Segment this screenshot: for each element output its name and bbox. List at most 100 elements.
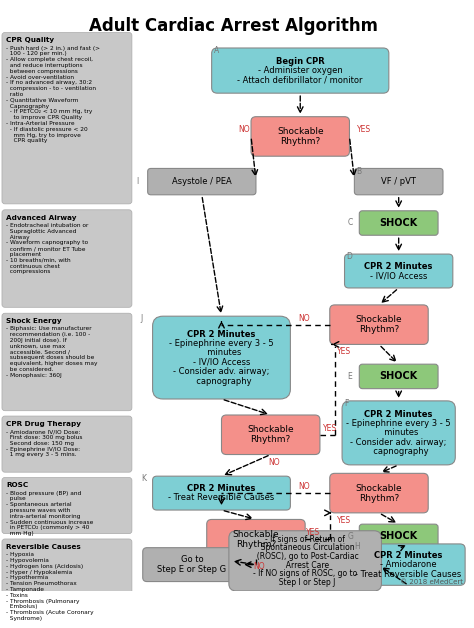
Text: Shock Energy: Shock Energy [6,318,62,324]
FancyBboxPatch shape [148,168,256,195]
Text: CPR Quality: CPR Quality [6,37,54,43]
FancyBboxPatch shape [143,548,241,582]
Text: (ROSC), go to Post-Cardiac: (ROSC), go to Post-Cardiac [252,552,358,561]
Text: Rhythm?: Rhythm? [359,325,399,334]
Text: YES: YES [337,516,351,525]
FancyBboxPatch shape [359,524,438,549]
Text: F: F [344,399,348,408]
Text: - If signs of Return of: - If signs of Return of [265,535,345,544]
Text: CPR Drug Therapy: CPR Drug Therapy [6,421,81,427]
Text: - Treat Reversible Causes: - Treat Reversible Causes [168,494,274,502]
Text: CPR 2 Minutes: CPR 2 Minutes [365,409,433,418]
FancyBboxPatch shape [359,211,438,236]
FancyBboxPatch shape [342,401,456,465]
FancyBboxPatch shape [355,168,443,195]
Text: Shockable: Shockable [233,529,279,539]
Text: ROSC: ROSC [6,482,28,488]
Text: Adult Cardiac Arrest Algorithm: Adult Cardiac Arrest Algorithm [89,17,378,35]
Text: Go to: Go to [181,555,203,565]
Text: Arrest Care: Arrest Care [281,561,329,570]
FancyBboxPatch shape [229,531,382,591]
Text: A: A [214,46,219,55]
FancyBboxPatch shape [2,33,132,204]
Text: Spontaneous Circulation: Spontaneous Circulation [256,543,355,553]
Text: - If NO signs of ROSC, go to: - If NO signs of ROSC, go to [253,570,357,578]
Text: YES: YES [357,126,371,134]
Text: Step I or Step J: Step I or Step J [274,578,336,587]
Text: Rhythm?: Rhythm? [251,435,291,445]
Text: NO: NO [299,482,310,491]
FancyBboxPatch shape [153,476,291,510]
Text: SHOCK: SHOCK [380,218,418,228]
FancyBboxPatch shape [2,477,132,534]
Text: B: B [356,166,362,176]
Text: capnography: capnography [368,447,429,456]
FancyBboxPatch shape [2,313,132,411]
Text: - Hypoxia
- Hypovolemia
- Hydrogen Ions (Acidosis)
- Hyper / Hypokalemia
- Hypot: - Hypoxia - Hypovolemia - Hydrogen Ions … [6,552,93,621]
FancyBboxPatch shape [221,415,320,455]
Text: H: H [354,542,360,551]
Text: - Biphasic: Use manufacturer
  recommendation (i.e. 100 -
  200J initial dose). : - Biphasic: Use manufacturer recommendat… [6,327,97,378]
Text: - Administer oxygen: - Administer oxygen [258,66,343,75]
FancyBboxPatch shape [2,416,132,472]
Text: - Attach defibrillator / monitor: - Attach defibrillator / monitor [237,75,363,85]
FancyBboxPatch shape [207,519,305,559]
Text: NO: NO [268,458,280,467]
Text: NO: NO [253,562,264,571]
Text: Rhythm?: Rhythm? [236,540,276,549]
Text: Asystole / PEA: Asystole / PEA [172,177,232,186]
Text: - Amiodarone IV/IO Dose:
  First dose: 300 mg bolus
  Second dose: 150 mg
- Epin: - Amiodarone IV/IO Dose: First dose: 300… [6,429,82,457]
Text: - Consider adv. airway;: - Consider adv. airway; [173,367,270,376]
Text: - IV/IO Access: - IV/IO Access [193,358,250,367]
FancyBboxPatch shape [2,539,132,628]
Text: CPR 2 Minutes: CPR 2 Minutes [187,484,255,493]
Text: D: D [346,252,352,261]
Text: CPR 2 Minutes: CPR 2 Minutes [187,330,255,338]
Text: VF / pVT: VF / pVT [381,177,416,186]
Text: K: K [141,474,146,484]
Text: Rhythm?: Rhythm? [280,137,320,146]
Text: YES: YES [323,424,337,433]
Text: - Treat Reversible Causes: - Treat Reversible Causes [356,570,462,578]
Text: - Epinephrine every 3 - 5: - Epinephrine every 3 - 5 [169,339,274,348]
FancyBboxPatch shape [153,316,291,399]
Text: minutes: minutes [202,349,241,357]
Text: minutes: minutes [379,428,419,437]
FancyBboxPatch shape [330,474,428,513]
Text: Rhythm?: Rhythm? [359,494,399,502]
Text: SHOCK: SHOCK [380,371,418,381]
Text: Begin CPR: Begin CPR [276,57,325,66]
FancyBboxPatch shape [2,210,132,307]
FancyBboxPatch shape [352,544,465,585]
Text: I: I [136,177,138,186]
Text: CPR 2 Minutes: CPR 2 Minutes [374,551,443,560]
Text: Advanced Airway: Advanced Airway [6,215,76,220]
Text: C: C [347,219,353,227]
Text: - Endotracheal intubation or
  Supraglottic Advanced
  Airway
- Waveform capnogr: - Endotracheal intubation or Supraglotti… [6,223,88,274]
FancyBboxPatch shape [251,117,349,156]
Text: Shockable: Shockable [277,127,324,136]
Text: YES: YES [306,528,320,537]
FancyBboxPatch shape [345,254,453,288]
Text: J: J [141,314,143,323]
FancyBboxPatch shape [330,305,428,344]
Text: Shockable: Shockable [247,425,294,434]
Text: Shockable: Shockable [356,315,402,324]
Text: NO: NO [299,313,310,323]
Text: CPR 2 Minutes: CPR 2 Minutes [365,262,433,271]
Text: - Epinephrine every 3 - 5: - Epinephrine every 3 - 5 [346,419,451,428]
Text: - Amiodarone: - Amiodarone [380,560,437,569]
Text: Shockable: Shockable [356,484,402,492]
Text: E: E [347,372,352,381]
Text: - Blood pressure (BP) and
  pulse
- Spontaneous arterial
  pressure waves with
 : - Blood pressure (BP) and pulse - Sponta… [6,490,93,536]
Text: - Push hard (> 2 in.) and fast (>
  100 - 120 per min.)
- Allow complete chest r: - Push hard (> 2 in.) and fast (> 100 - … [6,46,100,143]
Text: G: G [347,532,353,541]
FancyBboxPatch shape [212,48,389,93]
Text: YES: YES [337,347,351,357]
FancyBboxPatch shape [359,364,438,389]
Text: - IV/IO Access: - IV/IO Access [370,271,428,280]
Text: - Consider adv. airway;: - Consider adv. airway; [350,438,447,447]
Text: © 2018 eMedCert: © 2018 eMedCert [400,579,463,585]
Text: Step E or Step G: Step E or Step G [157,565,227,574]
Text: SHOCK: SHOCK [380,531,418,541]
